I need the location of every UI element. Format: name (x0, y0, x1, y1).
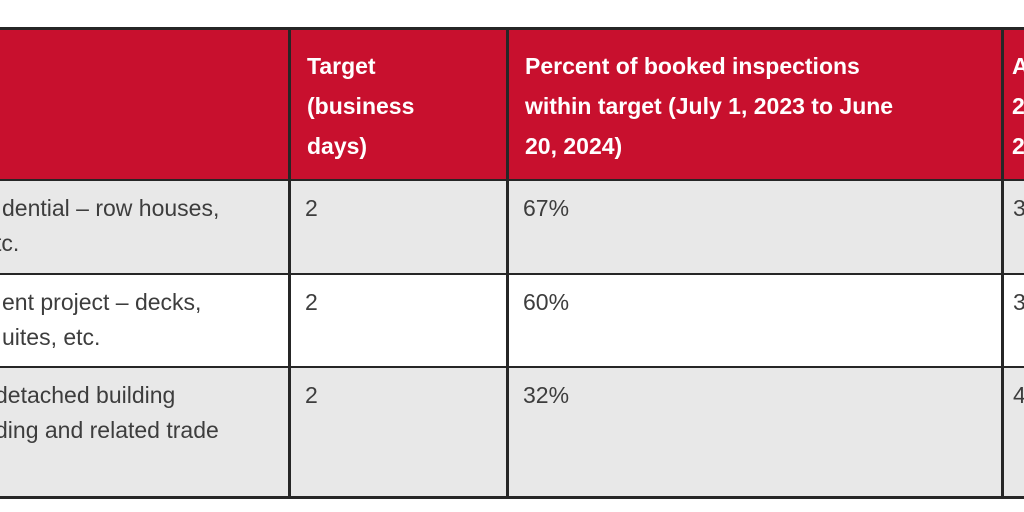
column-divider (1001, 27, 1004, 499)
header-percent-line: within target (July 1, 2023 to June (525, 93, 894, 119)
header-target-line: days) (307, 133, 368, 159)
target-days-value: 2 (305, 289, 318, 315)
cell-target-days: 2 (305, 378, 318, 413)
cell-percent-within-target: 67% (523, 191, 569, 226)
category-text-line: detached building (0, 382, 176, 408)
table-header-row: Target (business days) Percent of booked… (0, 30, 1024, 179)
column-divider (288, 27, 291, 499)
truncated-right-value: 4 (1013, 382, 1024, 408)
header-percent-line: Percent of booked inspections (525, 53, 860, 79)
truncated-right-value: 3 (1013, 289, 1024, 315)
category-text-line: uites, etc. (2, 324, 101, 350)
table-top-border (0, 27, 1024, 30)
header-percent-line: 20, 2024) (525, 133, 623, 159)
table-bottom-border (0, 496, 1024, 499)
header-truncated-line: A (1012, 53, 1024, 79)
cell-category: detached building ding and related trade (0, 378, 219, 448)
header-truncated-line: 2 (1012, 93, 1024, 119)
header-cell-truncated-right: A 2 2 (1012, 46, 1024, 166)
category-text-line: dential – row houses, (2, 195, 220, 221)
table-row: detached building ding and related trade… (0, 368, 1024, 496)
percent-value: 32% (523, 382, 570, 408)
cell-truncated-right: 3 (1013, 285, 1024, 320)
row-divider (0, 366, 1024, 368)
category-text-line: ent project – decks, (2, 289, 202, 315)
header-target-line: Target (307, 53, 376, 79)
cell-target-days: 2 (305, 285, 318, 320)
header-truncated-line: 2 (1012, 133, 1024, 159)
table-row: dential – row houses, tc. 2 67% 3 (0, 181, 1024, 273)
header-target-line: (business (307, 93, 415, 119)
percent-value: 67% (523, 195, 570, 221)
category-text-line: ding and related trade (0, 417, 219, 443)
cell-category: dential – row houses, tc. (0, 191, 220, 261)
row-divider (0, 179, 1024, 181)
header-cell-target: Target (business days) (307, 46, 414, 166)
category-text-line: tc. (0, 230, 20, 256)
cell-category: ent project – decks, uites, etc. (2, 285, 201, 355)
cell-percent-within-target: 60% (523, 285, 569, 320)
truncated-right-value: 3 (1013, 195, 1024, 221)
row-divider (0, 273, 1024, 275)
cell-truncated-right: 4 (1013, 378, 1024, 413)
cell-target-days: 2 (305, 191, 318, 226)
table-row: ent project – decks, uites, etc. 2 60% 3 (0, 275, 1024, 366)
target-days-value: 2 (305, 382, 318, 408)
column-divider (506, 27, 509, 499)
target-days-value: 2 (305, 195, 318, 221)
header-cell-percent-within-target: Percent of booked inspections within tar… (525, 46, 893, 166)
cell-percent-within-target: 32% (523, 378, 569, 413)
percent-value: 60% (523, 289, 570, 315)
cell-truncated-right: 3 (1013, 191, 1024, 226)
